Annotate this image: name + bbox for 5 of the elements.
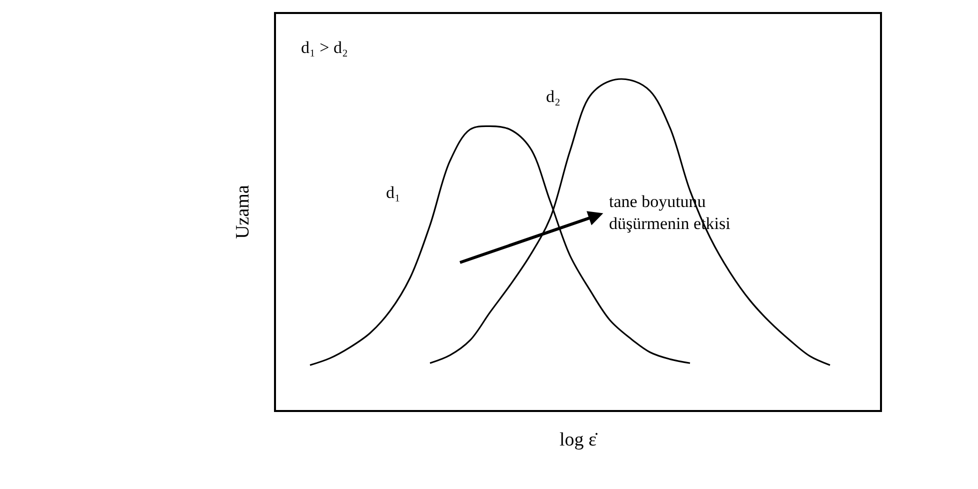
annotation: d₂: [546, 87, 560, 106]
annotation: d₁: [386, 183, 400, 202]
x-axis-title: log ε̇: [559, 429, 598, 450]
y-axis-title: Uzama: [232, 184, 254, 239]
text: d₁ > d₂: [301, 38, 348, 57]
